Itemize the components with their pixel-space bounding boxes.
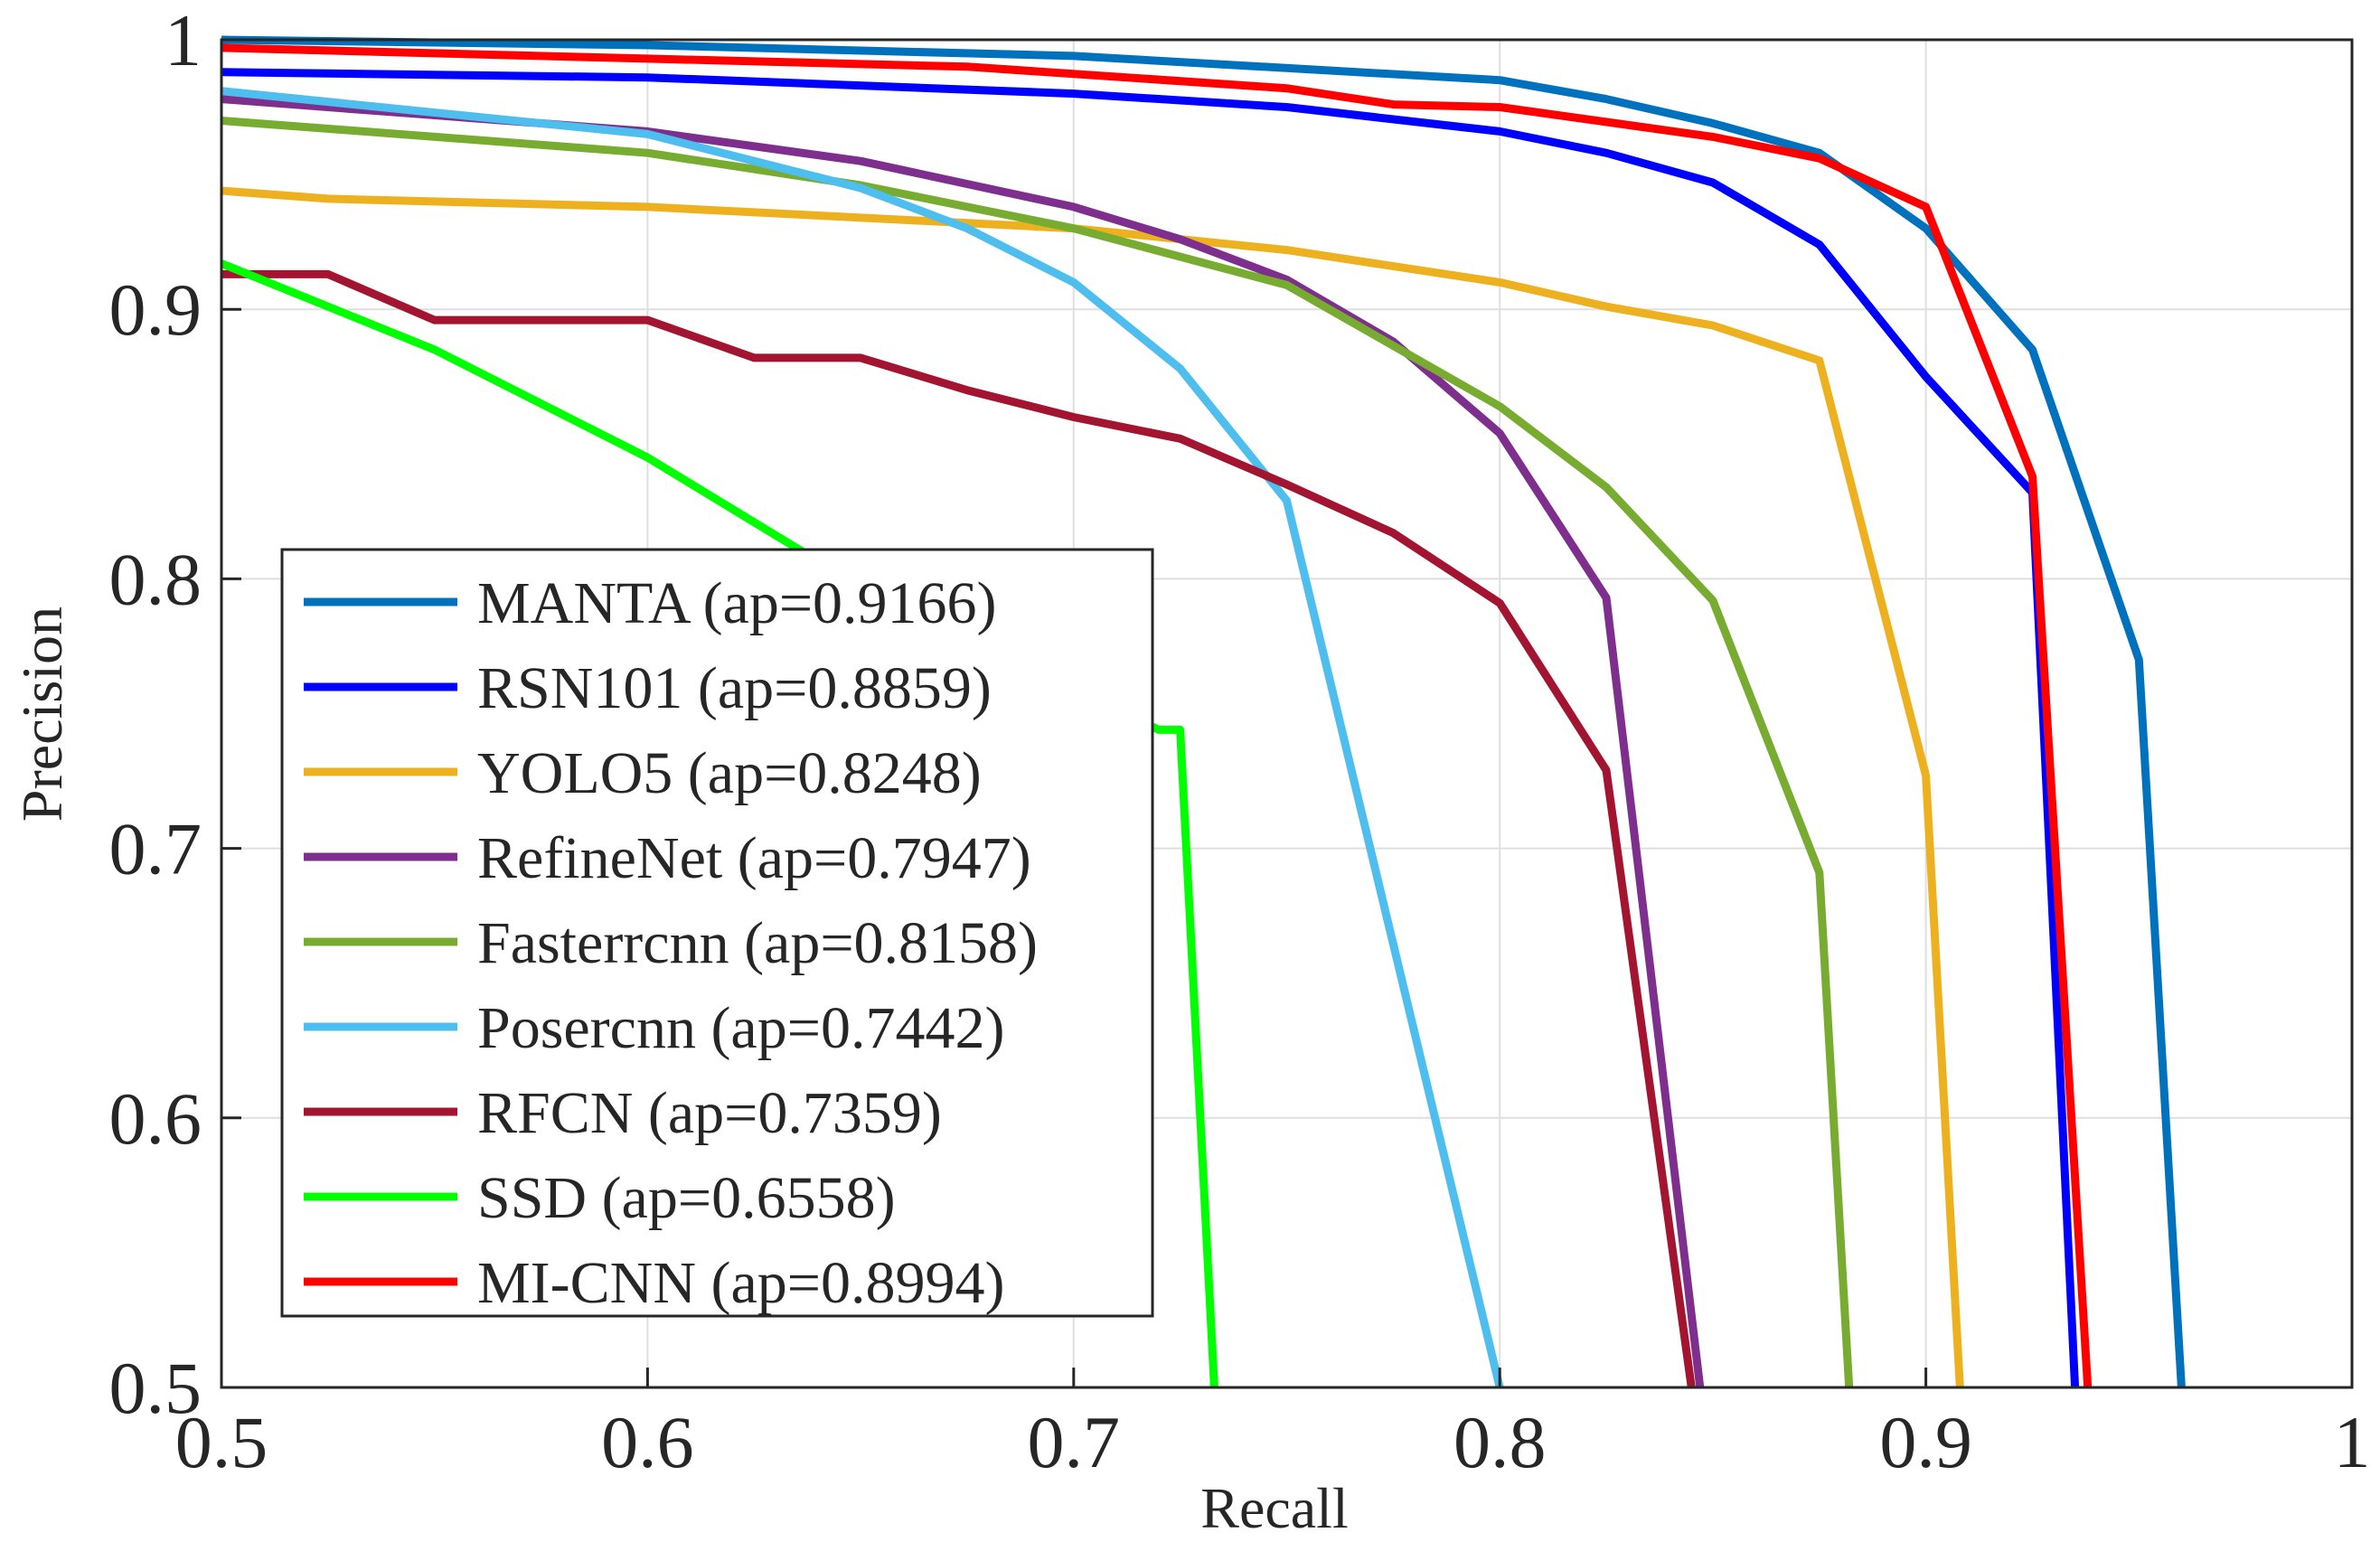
plot-frame — [220, 38, 2354, 1389]
y-axis-label: Precision — [10, 606, 74, 822]
x-axis-label: Recall — [1200, 1476, 1348, 1540]
series-line-fasterrcnn — [221, 117, 1854, 1388]
legend-label-fasterrcnn: Fasterrcnn (ap=0.8158) — [477, 910, 1038, 976]
y-tick-label: 0.9 — [109, 268, 202, 351]
series-line-manta — [221, 35, 2186, 1388]
x-tick-label: 0.6 — [601, 1401, 694, 1483]
x-tick-label: 0.8 — [1453, 1401, 1547, 1483]
legend-label-rsn101: RSN101 (ap=0.8859) — [477, 655, 992, 721]
x-tick-label: 1 — [2334, 1401, 2371, 1483]
y-tick-label: 0.8 — [109, 538, 202, 620]
x-tick-label: 0.9 — [1879, 1401, 1972, 1483]
legend-label-posercnn: Posercnn (ap=0.7442) — [477, 995, 1004, 1061]
plot-lines — [220, 35, 2186, 1389]
legend-label-mi-cnn: MI-CNN (ap=0.8994) — [477, 1250, 1004, 1316]
tick-labels: 0.5 0.6 0.7 0.8 0.9 1 0.5 0.6 0.7 0.8 0.9 1 — [109, 0, 2371, 1483]
legend: MANTA (ap=0.9166) RSN101 (ap=0.8859) YOLO5… — [280, 548, 1154, 1318]
series-line-refinenet — [221, 95, 1705, 1388]
series-line-rfcn — [221, 269, 1696, 1388]
x-tick-label: 0.5 — [175, 1401, 268, 1483]
x-tick-label: 0.7 — [1028, 1401, 1121, 1483]
legend-label-refinenet: RefineNet (ap=0.7947) — [477, 825, 1031, 891]
legend-label-ssd: SSD (ap=0.6558) — [477, 1165, 896, 1231]
legend-label-yolo5: YOLO5 (ap=0.8248) — [477, 740, 982, 806]
legend-label-manta: MANTA (ap=0.9166) — [477, 570, 997, 636]
series-line-rsn101 — [221, 68, 2080, 1388]
series-line-mi-cnn — [221, 43, 2093, 1388]
series-line-yolo5 — [221, 186, 1964, 1388]
legend-box — [280, 548, 1154, 1318]
legend-label-rfcn: RFCN (ap=0.7359) — [477, 1080, 942, 1146]
y-tick-label: 0.6 — [109, 1077, 202, 1160]
y-tick-label: 0.7 — [109, 808, 202, 890]
y-tick-label: 1 — [165, 0, 202, 81]
y-tick-label: 0.5 — [109, 1347, 202, 1429]
